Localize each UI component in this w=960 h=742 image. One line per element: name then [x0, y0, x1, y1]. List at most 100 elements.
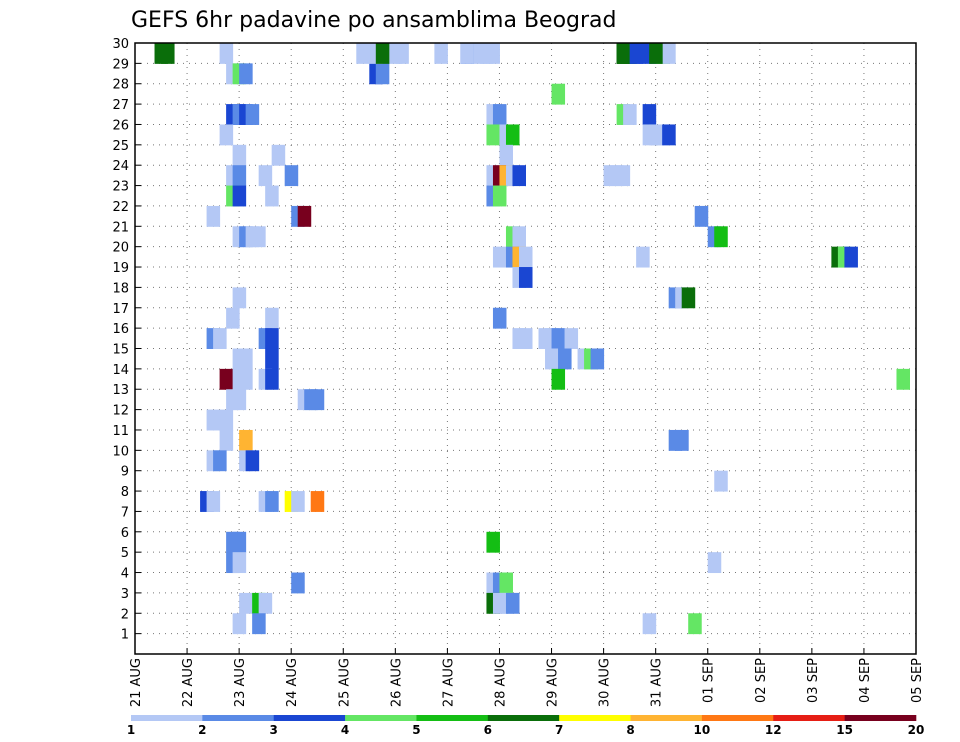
data-cell: [662, 43, 676, 64]
data-cell: [297, 205, 312, 227]
y-tick-label: 28: [112, 78, 129, 93]
y-tick-label: 6: [121, 526, 129, 541]
data-cell: [492, 104, 507, 125]
y-tick-label: 7: [121, 505, 129, 520]
data-cell: [265, 491, 279, 512]
data-cell: [486, 531, 500, 553]
y-tick-label: 18: [112, 281, 129, 296]
data-cell: [239, 368, 253, 390]
data-cell: [518, 267, 533, 288]
data-cell: [492, 307, 507, 329]
data-cell: [844, 246, 858, 268]
data-cell: [499, 572, 513, 594]
data-cell: [265, 185, 279, 207]
data-cell: [219, 368, 234, 390]
data-cell: [265, 368, 279, 390]
data-cell: [675, 429, 689, 451]
data-cell: [284, 165, 299, 187]
data-cell: [629, 43, 644, 64]
data-cell: [265, 348, 279, 370]
data-cell: [558, 348, 572, 370]
data-cell: [590, 348, 605, 370]
data-cell: [258, 165, 273, 187]
colorbar-label: 20: [908, 723, 925, 737]
data-cell: [206, 491, 221, 512]
data-cell: [258, 592, 273, 614]
x-tick-label: 04 SEP: [858, 658, 873, 703]
colorbar-segment: [273, 715, 346, 721]
colorbar-label: 2: [198, 723, 206, 737]
colorbar-label: 1: [127, 723, 135, 737]
data-cell: [271, 144, 286, 166]
data-cell: [226, 307, 240, 329]
y-tick-label: 8: [121, 485, 129, 500]
data-cell: [545, 348, 559, 370]
data-cell: [688, 613, 702, 635]
y-tick-label: 30: [112, 37, 129, 52]
x-tick-label: 26 AUG: [389, 658, 404, 707]
data-cell: [245, 450, 260, 472]
y-tick-label: 21: [112, 220, 129, 235]
y-tick-label: 14: [112, 363, 129, 378]
colorbar-label: 3: [270, 723, 278, 737]
data-cell: [499, 144, 513, 166]
y-tick-label: 5: [121, 546, 129, 561]
x-tick-label: 22 AUG: [181, 658, 196, 707]
y-tick-label: 13: [112, 383, 129, 398]
data-cell: [375, 43, 390, 64]
data-cell: [623, 104, 637, 125]
data-cell: [512, 165, 526, 187]
y-tick-label: 16: [112, 322, 129, 337]
data-cell: [518, 246, 533, 268]
data-cell: [375, 63, 390, 85]
data-cell: [492, 185, 507, 207]
data-cell: [642, 613, 657, 635]
y-tick-label: 29: [112, 57, 129, 72]
y-tick-label: 15: [112, 343, 129, 358]
colorbar-label: 8: [626, 723, 634, 737]
y-tick-label: 2: [121, 607, 129, 622]
x-tick-label: 29 AUG: [546, 658, 561, 707]
data-cell: [219, 43, 234, 64]
data-cell: [486, 124, 500, 146]
x-tick-label: 02 SEP: [754, 658, 769, 703]
data-cell: [239, 592, 253, 614]
x-tick-label: 24 AUG: [285, 658, 300, 707]
data-cell: [518, 328, 533, 349]
colorbar-segment: [844, 715, 917, 721]
data-cell: [310, 491, 325, 512]
data-cell: [291, 491, 305, 512]
x-tick-label: 21 AUG: [129, 658, 144, 707]
y-tick-label: 24: [112, 159, 129, 174]
colorbar: 1 2 3 4 5 6 7 8 10 12 15 20: [127, 715, 925, 737]
data-cell: [232, 165, 247, 187]
colorbar-label: 15: [836, 723, 853, 737]
data-cell: [239, 429, 253, 451]
data-cell: [460, 43, 474, 64]
data-cell: [239, 63, 253, 85]
data-cell: [213, 450, 227, 472]
data-cell: [636, 246, 650, 268]
data-cell: [239, 348, 253, 370]
x-tick-label: 25 AUG: [337, 658, 352, 707]
data-cell: [479, 43, 494, 64]
colorbar-segment: [559, 715, 631, 721]
colorbar-label: 5: [412, 723, 420, 737]
data-cell: [232, 613, 247, 635]
y-tick-label: 10: [112, 444, 129, 459]
y-tick-label: 20: [112, 241, 129, 256]
data-cell: [694, 205, 709, 227]
data-cell: [564, 328, 579, 349]
data-cell: [551, 328, 566, 349]
data-cell: [219, 429, 234, 451]
colorbar-label: 10: [694, 723, 711, 737]
data-cell: [265, 328, 279, 349]
data-cell: [505, 592, 520, 614]
data-cell: [206, 409, 221, 431]
data-cells: [154, 43, 910, 635]
y-tick-label: 19: [112, 261, 129, 276]
data-cell: [616, 165, 631, 187]
colorbar-segment: [131, 715, 203, 721]
colorbar-label: 12: [765, 723, 782, 737]
